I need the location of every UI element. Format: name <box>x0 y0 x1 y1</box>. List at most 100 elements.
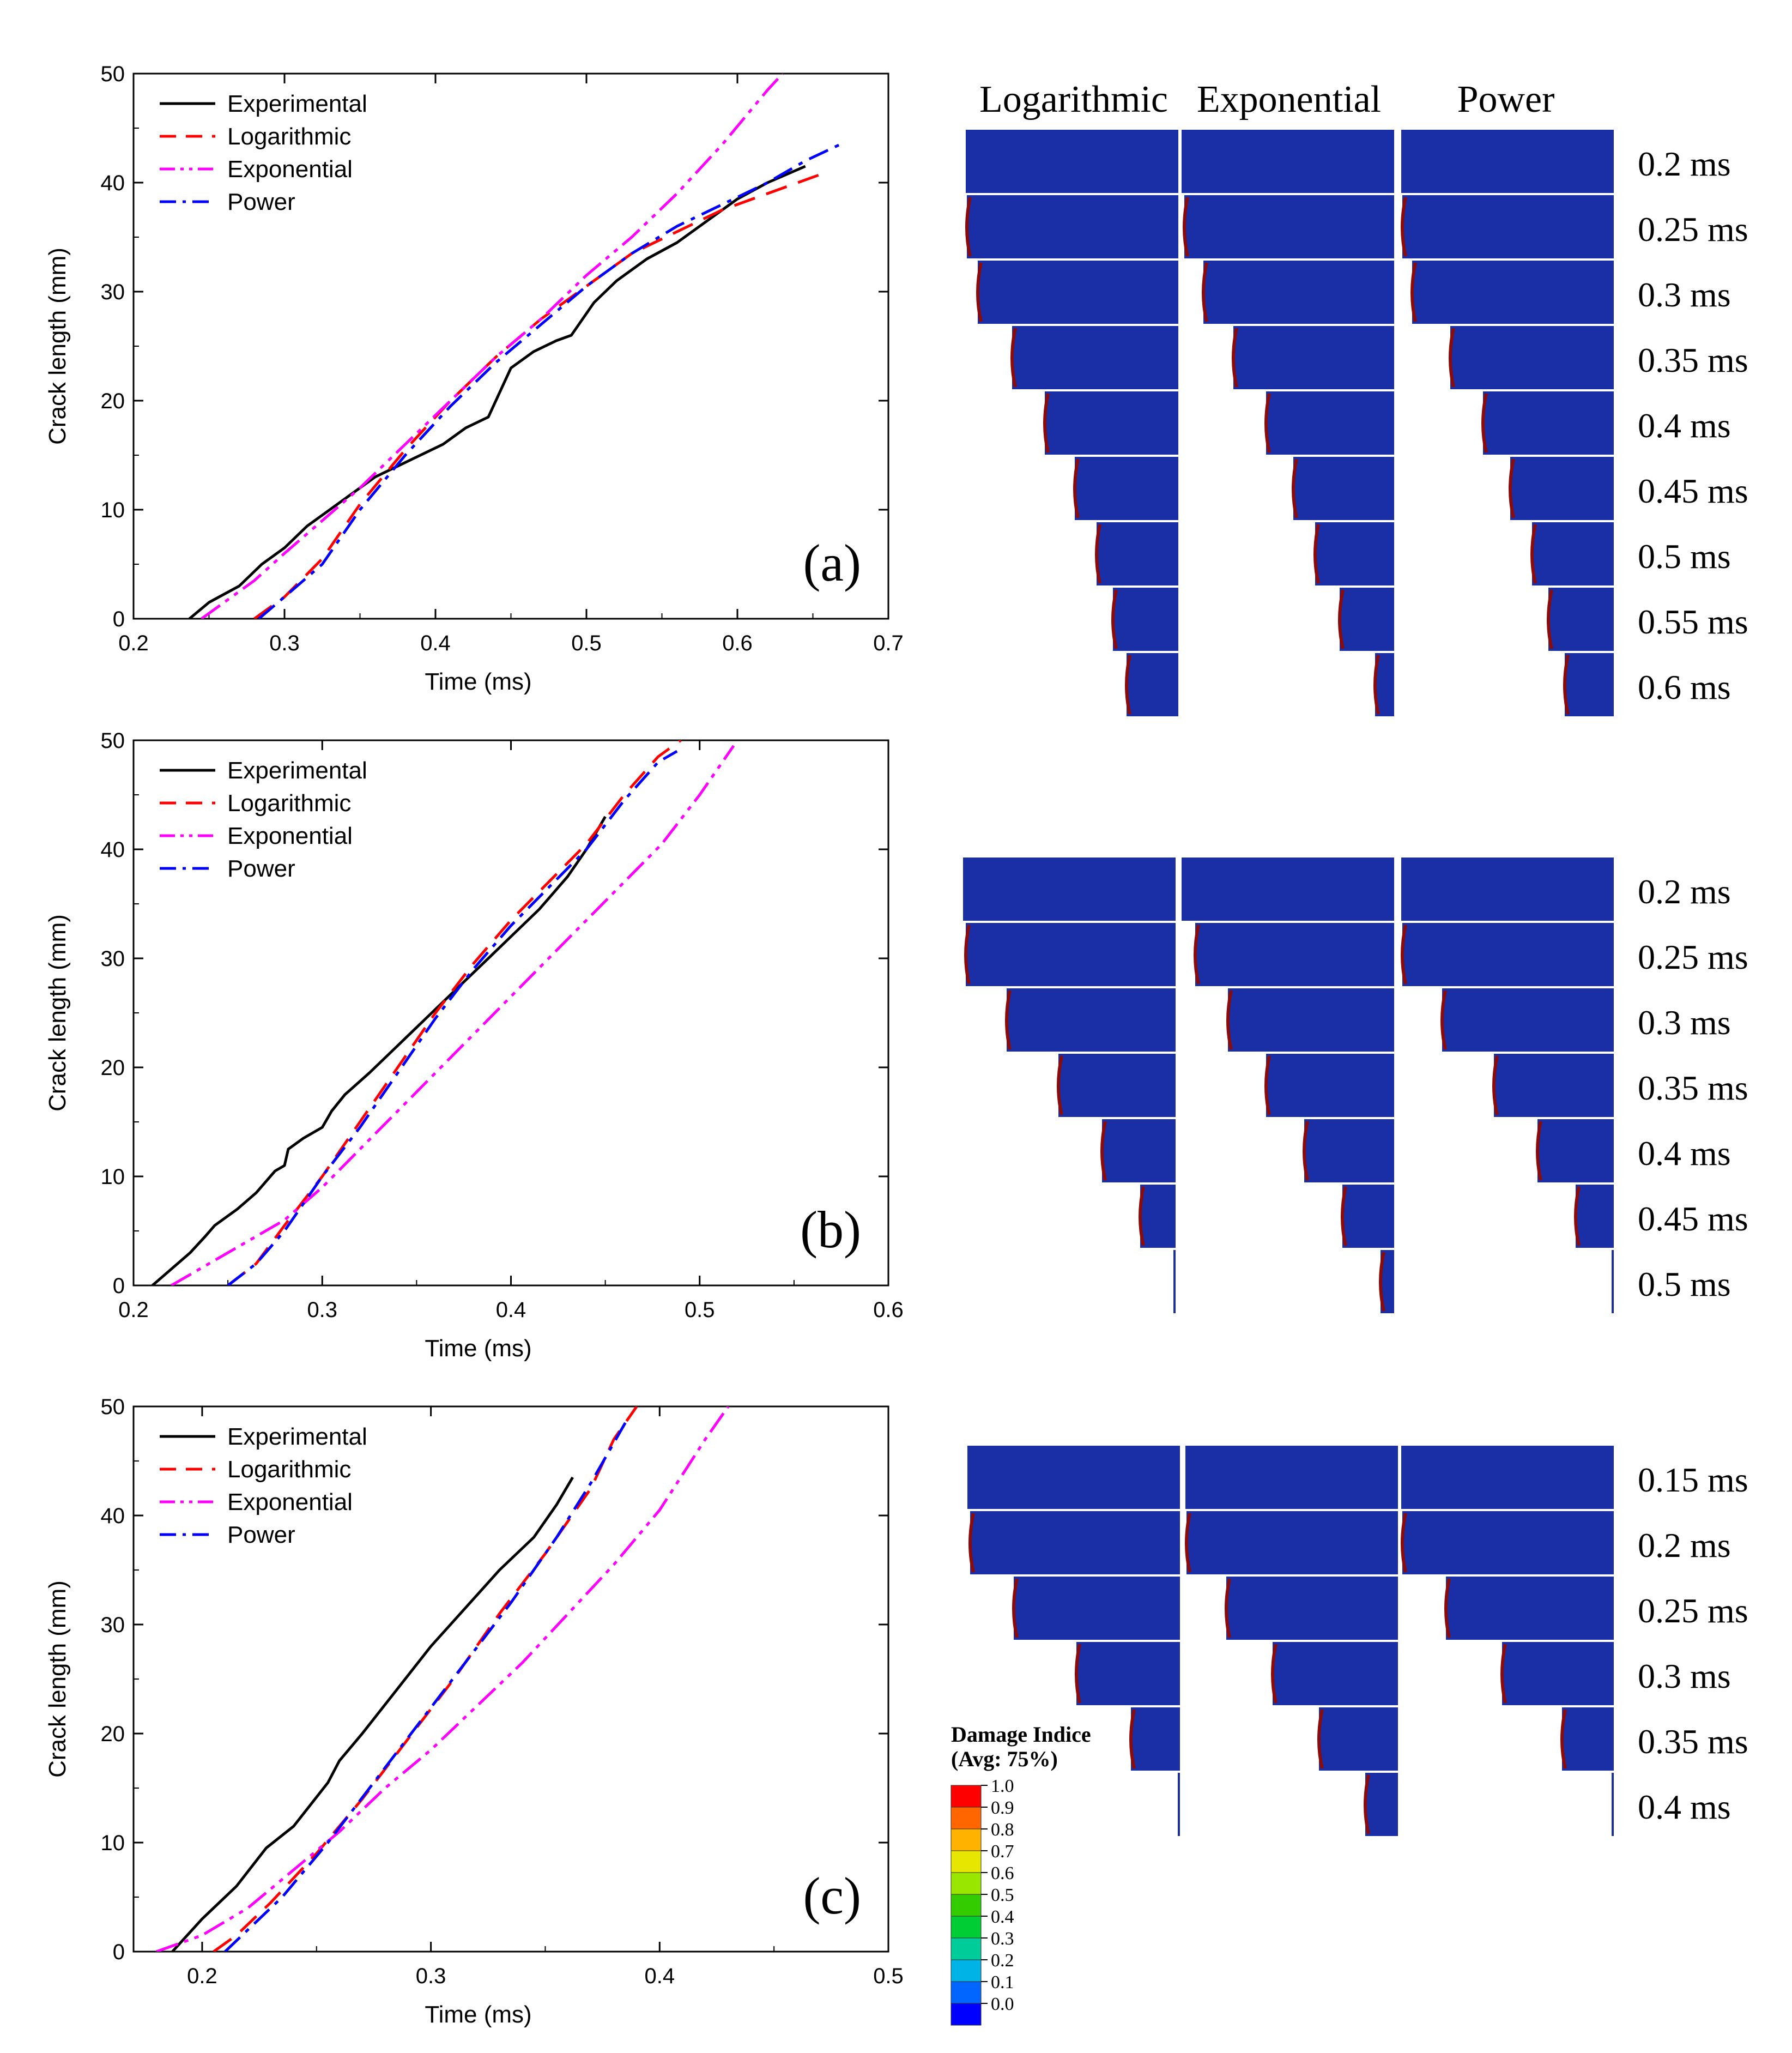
sim-cell <box>1450 326 1614 389</box>
time-label: 0.35 ms <box>1638 1068 1748 1107</box>
crack-front <box>1379 1252 1385 1312</box>
x-tick-label: 0.3 <box>269 631 300 655</box>
colorbar-label: 0.3 <box>991 1929 1014 1949</box>
time-label: 0.4 ms <box>1638 1788 1731 1826</box>
time-label: 0.2 ms <box>1638 1526 1731 1565</box>
sim-cell <box>1184 195 1394 258</box>
crack-front <box>1100 1121 1107 1181</box>
x-tick-label: 0.4 <box>496 1298 526 1322</box>
chart-panel-b: 0.2 0.3 0.4 0.5 0.6 0 10 20 30 40 50 Time (ms) Crack… <box>44 729 904 1362</box>
y-tick-label: 10 <box>101 1831 125 1855</box>
time-label: 0.4 ms <box>1638 406 1731 445</box>
sim-cell <box>978 261 1178 324</box>
y-axis-label: Crack length (mm) <box>44 1580 71 1778</box>
chart-legend: Experimental Logarithmic Exponential Power <box>160 90 367 215</box>
sim-cell <box>1113 588 1178 651</box>
x-tick-label: 0.3 <box>416 1964 446 1988</box>
crack-front <box>1401 925 1407 985</box>
colorbar-swatch <box>951 1872 982 1895</box>
sim-cell <box>1185 1446 1398 1509</box>
sim-cell <box>1442 988 1614 1052</box>
series-line-experimental <box>171 1476 574 1952</box>
series-line-power <box>224 1422 627 1952</box>
sim-cell <box>963 858 1176 921</box>
crack-front <box>1401 197 1407 257</box>
sim-cell <box>1537 1119 1614 1182</box>
sim-cell <box>966 923 1176 986</box>
crack-front <box>1005 990 1012 1050</box>
sim-column-headers: Logarithmic Exponential Power <box>979 79 1554 120</box>
x-tick-label: 0.5 <box>873 1964 904 1988</box>
legend-label-power: Power <box>227 189 295 215</box>
sim-cell <box>1203 261 1394 324</box>
crack-front <box>1111 589 1118 649</box>
plot-frame <box>132 739 889 1287</box>
colorbar-swatch <box>951 1959 982 1982</box>
colorbar-title: Damage Indice <box>951 1722 1091 1747</box>
colorbar-label: 0.8 <box>991 1820 1014 1840</box>
damage-colorbar: Damage Indice (Avg: 75%) 1.00.90.80.70.6… <box>951 1722 1091 2026</box>
sim-cell <box>970 1511 1180 1574</box>
sim-cell <box>1186 1511 1398 1574</box>
col-header-exponential: Exponential <box>1197 79 1381 120</box>
y-tick-label: 40 <box>101 838 125 862</box>
y-axis-label: Crack length (mm) <box>44 914 71 1112</box>
sim-cell <box>1532 522 1614 585</box>
crack-front <box>1440 990 1447 1050</box>
x-axis-label: Time (ms) <box>425 2001 531 2028</box>
sim-cell <box>1097 522 1178 585</box>
series-line-logarithmic <box>213 1406 638 1952</box>
crack-front <box>1574 1186 1581 1246</box>
colorbar-swatch <box>951 1894 982 1917</box>
sim-panel-a: 0.2 ms 0.25 ms 0.3 ms 0.35 ms 0.4 ms 0.45 ms 0… <box>965 130 1748 716</box>
x-tick-label: 0.2 <box>118 1298 149 1322</box>
sim-cell <box>1075 457 1178 520</box>
y-tick-label: 40 <box>101 171 125 195</box>
sim-cell <box>1228 988 1394 1052</box>
time-label: 0.3 ms <box>1638 1657 1731 1695</box>
sim-cell <box>1014 1577 1180 1640</box>
colorbar-subtitle: (Avg: 75%) <box>951 1747 1058 1771</box>
sim-cell <box>1182 858 1394 921</box>
time-label: 0.55 ms <box>1638 602 1748 641</box>
sim-cell <box>1293 457 1394 520</box>
x-tick-label: 0.4 <box>420 631 451 655</box>
sim-cell <box>1127 653 1178 716</box>
series-line-experimental <box>151 816 607 1285</box>
crack-front <box>1444 1578 1451 1638</box>
x-tick-label: 0.5 <box>685 1298 715 1322</box>
sim-cell <box>1058 1054 1176 1117</box>
sim-cell <box>1412 261 1614 324</box>
series-lines <box>156 1406 730 1952</box>
crack-front <box>1125 655 1131 715</box>
legend-label-exponential: Exponential <box>227 1489 353 1515</box>
crack-front <box>1095 524 1101 584</box>
sim-cell <box>1548 588 1614 651</box>
legend-label-logarithmic: Logarithmic <box>227 123 351 150</box>
sim-cell <box>1007 988 1176 1052</box>
time-label: 0.45 ms <box>1638 472 1748 510</box>
plot-frame <box>132 73 889 620</box>
crack-front <box>1073 458 1080 518</box>
sim-cell <box>1340 588 1394 651</box>
crack-front <box>1560 1709 1567 1769</box>
crack-front <box>1226 990 1233 1050</box>
crack-front <box>1303 1121 1309 1181</box>
time-label: 0.2 ms <box>1638 872 1731 911</box>
crack-front <box>1373 655 1380 715</box>
sim-cell <box>1402 195 1614 258</box>
panel-label: (a) <box>803 534 861 592</box>
sim-cell <box>1315 522 1394 585</box>
colorbar-label: 0.1 <box>991 1972 1014 1992</box>
colorbar-label: 0.0 <box>991 1994 1014 2014</box>
legend-label-experimental: Experimental <box>227 1423 367 1450</box>
crack-front <box>1271 1644 1278 1704</box>
x-tick-label: 0.5 <box>571 631 602 655</box>
sim-cell <box>967 1446 1180 1509</box>
legend-label-exponential: Exponential <box>227 156 353 183</box>
crack-front <box>965 197 972 257</box>
colorbar-label: 0.7 <box>991 1841 1014 1862</box>
sim-cell <box>1226 1577 1398 1640</box>
sim-cell <box>1483 391 1614 455</box>
colorbar-label: 1.0 <box>991 1776 1014 1796</box>
